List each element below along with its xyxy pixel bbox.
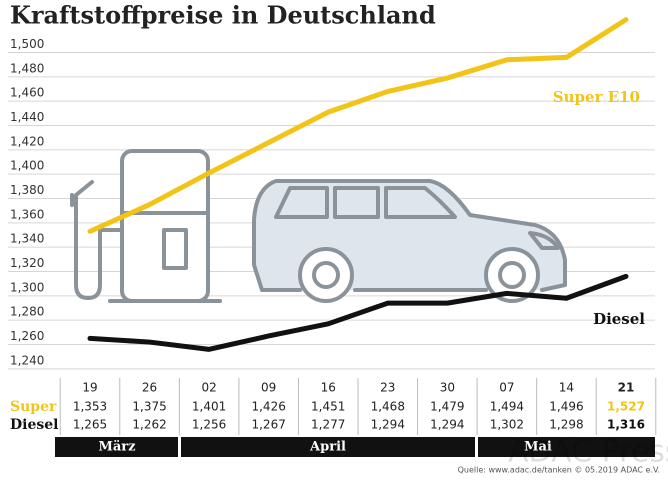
line-series [87,273,629,352]
value-label: 1,256 [192,418,226,432]
value-label: 1,426 [251,400,285,414]
x-tick-label: 23 [380,381,395,395]
month-bar [181,437,475,457]
row-label: Diesel [10,417,58,433]
car-icon [252,179,567,303]
x-tick-label: 21 [618,381,635,395]
month-label: April [309,440,346,455]
y-tick-label: 1,480 [10,61,44,75]
y-tick-label: 1,300 [10,280,44,294]
value-label: 1,277 [311,418,345,432]
y-tick-label: 1,460 [10,86,44,100]
value-label: 1,316 [607,418,645,432]
value-label: 1,267 [251,418,285,432]
y-tick-label: 1,340 [10,232,44,246]
line-series [87,17,629,234]
x-tick-label: 07 [499,381,514,395]
x-tick-label: 16 [321,381,336,395]
x-tick-label: 30 [440,381,455,395]
y-tick-label: 1,500 [10,37,44,51]
x-tick-label: 26 [142,381,157,395]
value-label: 1,375 [132,400,166,414]
x-tick-label: 09 [261,381,276,395]
y-tick-label: 1,280 [10,305,44,319]
value-label: 1,294 [430,418,464,432]
series-label: Super E10 [553,88,640,106]
value-label: 1,494 [490,400,524,414]
month-label: März [98,440,135,455]
y-tick-label: 1,360 [10,207,44,221]
value-label: 1,353 [73,400,107,414]
value-label: 1,496 [549,400,583,414]
value-label: 1,527 [607,400,645,414]
month-bar [55,437,178,457]
x-tick-label: 02 [201,381,216,395]
value-label: 1,451 [311,400,345,414]
watermark: ADAC Presse [508,435,668,470]
y-tick-label: 1,260 [10,329,44,343]
month-bar [478,437,655,457]
x-tick-label: 19 [82,381,97,395]
series-label: Diesel [593,310,645,328]
chart-title: Kraftstoffpreise in Deutschland [10,1,436,30]
value-label: 1,479 [430,400,464,414]
value-label: 1,265 [73,418,107,432]
value-label: 1,298 [549,418,583,432]
value-label: 1,294 [371,418,405,432]
y-tick-label: 1,400 [10,159,44,173]
month-label: Mai [524,440,552,455]
source: Quelle: www.adac.de/tanken © 05.2019 ADA… [458,466,660,475]
y-tick-label: 1,240 [10,353,44,367]
x-tick-label: 14 [559,381,574,395]
row-label: Super [10,399,57,415]
pump-icon [70,149,222,303]
value-label: 1,302 [490,418,524,432]
value-label: 1,468 [371,400,405,414]
y-tick-label: 1,420 [10,134,44,148]
value-label: 1,401 [192,400,226,414]
y-tick-label: 1,380 [10,183,44,197]
value-label: 1,262 [132,418,166,432]
y-tick-label: 1,440 [10,110,44,124]
y-tick-label: 1,320 [10,256,44,270]
